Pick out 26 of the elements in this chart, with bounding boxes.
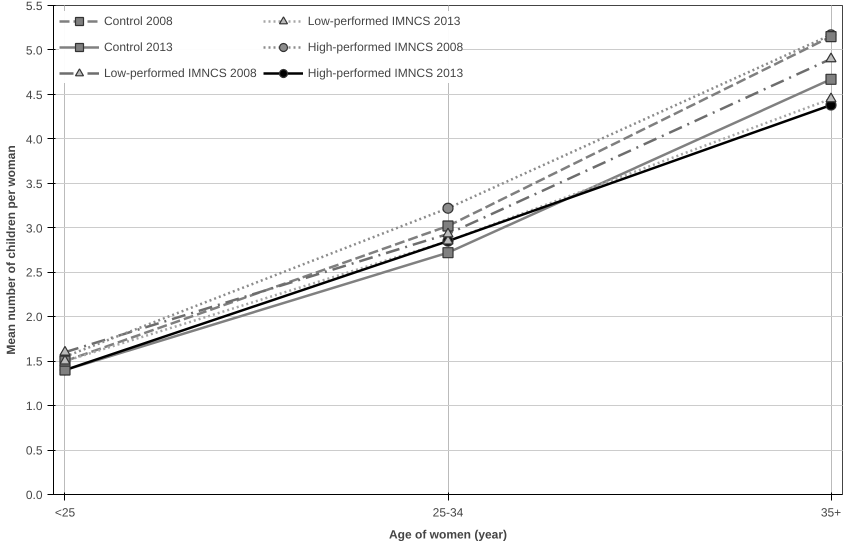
point <box>442 202 454 214</box>
y-tick-label: 0.5 <box>26 444 43 458</box>
y-tick-label: 2.0 <box>26 310 43 324</box>
x-tick-label: <25 <box>54 506 76 520</box>
point <box>825 74 837 85</box>
y-tick-label: 5.5 <box>26 0 43 13</box>
y-axis-title: Mean number of children per woman <box>4 145 18 355</box>
y-tick-label: 4.5 <box>26 88 43 102</box>
legend-label: Low-performed IMNCS 2013 <box>308 14 460 28</box>
x-axis-title: Age of women (year) <box>388 528 508 542</box>
legend-label: Control 2008 <box>104 14 173 28</box>
legend-label: High-performed IMNCS 2013 <box>308 66 464 80</box>
y-tick-label: 0.0 <box>26 488 43 502</box>
y-tick-label: 3.5 <box>26 176 43 191</box>
x-tick-label: 25-34 <box>432 506 464 520</box>
y-tick-label: 2.5 <box>26 266 43 280</box>
y-tick-label: 4.0 <box>26 132 43 146</box>
legend-label: Control 2013 <box>104 40 173 54</box>
y-tick-label: 5.0 <box>26 43 43 58</box>
y-tick-label: 3.0 <box>26 221 43 236</box>
point <box>442 247 454 258</box>
y-tick-label: 1.5 <box>26 354 43 369</box>
x-tick-label: 35+ <box>820 506 842 520</box>
y-tick-label: 1.0 <box>26 399 43 414</box>
legend-label: High-performed IMNCS 2008 <box>308 40 464 54</box>
legend-label: Low-performed IMNCS 2008 <box>104 66 257 80</box>
